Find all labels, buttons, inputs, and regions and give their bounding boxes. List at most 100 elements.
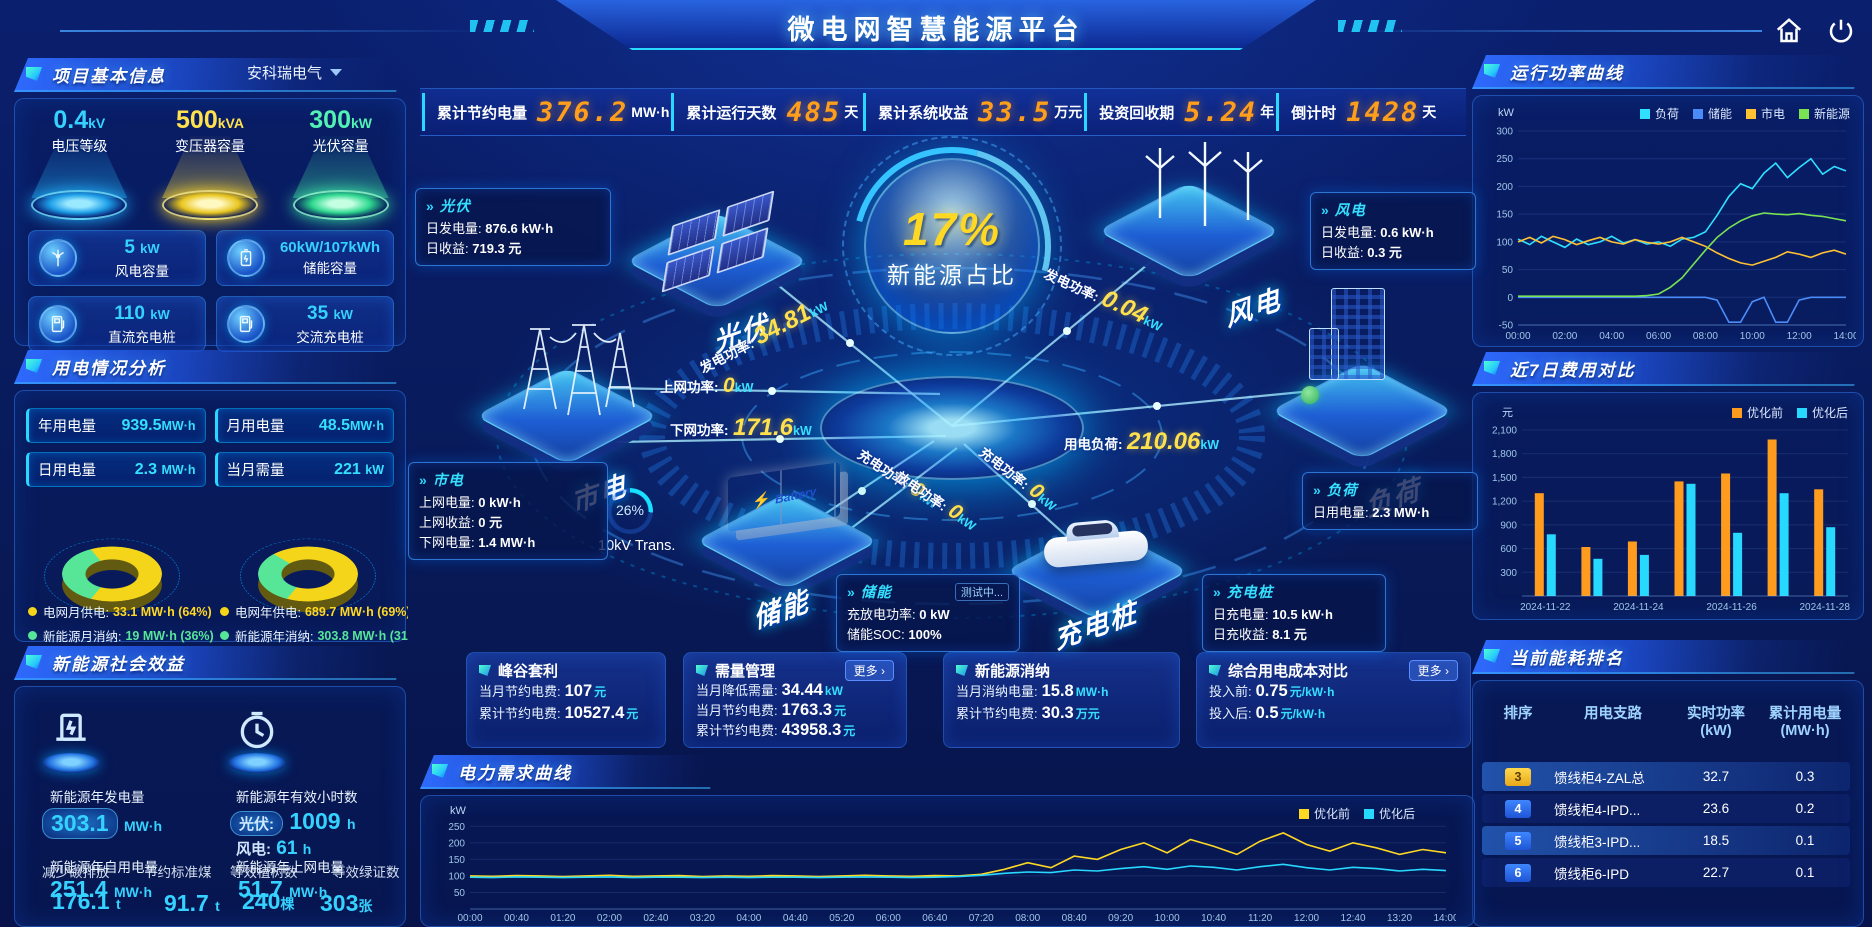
svg-text:06:00: 06:00 — [1646, 331, 1671, 341]
transformer-load-pct: 26% — [615, 502, 645, 518]
svg-text:100: 100 — [1496, 237, 1513, 248]
svg-text:0: 0 — [1507, 293, 1513, 304]
svg-text:06:40: 06:40 — [922, 913, 947, 923]
benefit-panel-title: 新能源社会效益 — [52, 654, 185, 674]
gen-value: 303.1 MW·h — [42, 808, 162, 839]
ranking-table-header: 排序 用电支路 实时功率 (kW) 累计用电量 (MW·h) — [1503, 706, 1842, 739]
svg-text:300: 300 — [1496, 127, 1513, 138]
svg-text:10:40: 10:40 — [1201, 913, 1226, 923]
kpi-countdown: 倒计时 1428 天 — [1276, 93, 1466, 131]
certs-value: 303张 — [320, 890, 373, 916]
usage-analysis-panel: 用电情况分析 年用电量 939.5MW·h 月用电量 48.5MW·h 日用电量 2.… — [14, 350, 408, 644]
svg-text:900: 900 — [1500, 520, 1517, 531]
svg-text:01:20: 01:20 — [550, 913, 575, 923]
power-curve-title: 运行功率曲线 — [1510, 63, 1624, 83]
cost-more-button[interactable]: 更多 › — [1408, 660, 1458, 681]
load-flow: 用电负荷: 210.06kW — [1064, 428, 1220, 455]
gauge-ring-icon — [607, 488, 653, 534]
svg-text:00:40: 00:40 — [504, 913, 529, 923]
certs-label: 等效绿证数 — [332, 865, 400, 880]
demand-more-button[interactable]: 更多 › — [844, 660, 894, 681]
legend-dot-icon — [28, 607, 37, 616]
center-platform — [820, 376, 1084, 480]
table-row[interactable]: 5 馈线柜3-IPD... 18.5 0.1 — [1482, 826, 1850, 855]
home-icon[interactable] — [1774, 16, 1804, 46]
building-icon — [1331, 288, 1385, 380]
top-header: 微电网智慧能源平台 — [0, 0, 1872, 54]
renewable-share-value: 17% — [902, 203, 1002, 255]
table-row[interactable]: 4 馈线柜4-IPD... 23.6 0.2 — [1482, 794, 1850, 823]
table-row[interactable]: 6 馈线柜6-IPD 22.7 0.1 — [1482, 858, 1850, 887]
month-supply-donut — [37, 498, 187, 614]
renewable-share-sphere: 17% 新能源占比 — [842, 136, 1062, 356]
cost-compare-card: 综合用电成本对比 更多 › 投入前: 0.75 元/kW·h 投入后: 0.5 元/kW·… — [1196, 652, 1471, 748]
legend-swatch — [1363, 808, 1374, 819]
svg-text:1,200: 1,200 — [1492, 497, 1517, 508]
svg-text:250: 250 — [1496, 154, 1513, 165]
power-icon[interactable] — [1826, 16, 1856, 46]
self-use-value: 251.4 MW·h — [50, 876, 153, 902]
chevron-down-icon — [330, 69, 342, 76]
svg-text:250: 250 — [448, 822, 465, 833]
demand-curve-ylabel: kW — [450, 805, 466, 817]
cost-compare-panel: 近7日费用对比 元 优化前 优化后 300 600 900 1,200 1,500 1,8… — [1472, 352, 1864, 620]
self-use-label: 新能源年自用电量 — [50, 860, 158, 875]
demand-curve-legend: 优化前 优化后 — [1298, 805, 1415, 822]
company-dropdown[interactable]: 安科瑞电气 — [247, 62, 342, 83]
app-title: 微电网智慧能源平台 — [787, 15, 1085, 45]
svg-text:11:20: 11:20 — [1248, 913, 1273, 923]
svg-text:10:00: 10:00 — [1155, 913, 1180, 923]
svg-text:04:00: 04:00 — [736, 913, 761, 923]
legend-swatch — [1745, 108, 1756, 119]
wind-node — [1097, 142, 1281, 296]
rank-badge: 6 — [1505, 863, 1531, 882]
tree-icon — [1301, 386, 1319, 404]
arrow-icon: » — [1313, 481, 1321, 498]
pv-info-box: » 光伏 日发电量: 876.6 kW·h 日收益: 719.3 元 — [415, 188, 611, 266]
hours-label: 新能源年有效小时数 — [236, 790, 358, 805]
power-curve-panel: 运行功率曲线 kW 负荷 储能 市电 新能源 -50 0 50 100 150 200 25… — [1472, 55, 1864, 347]
cone-base — [161, 190, 258, 220]
carbon-label: 减少碳排放 — [42, 865, 110, 880]
card-flag-icon — [479, 665, 491, 676]
svg-text:08:00: 08:00 — [1015, 913, 1040, 923]
panel-flag-icon — [1484, 361, 1500, 375]
renewable-share-label: 新能源占比 — [887, 262, 1017, 288]
month-demand-box: 当月需量 221 kW — [214, 452, 394, 487]
svg-text:300: 300 — [1500, 568, 1517, 579]
legend-swatch — [1298, 808, 1309, 819]
svg-text:2024-11-26: 2024-11-26 — [1706, 602, 1757, 612]
power-curve-chart: -50 0 50 100 150 200 250 300 00:00 02:00 04:00 06:0… — [1496, 127, 1856, 342]
svg-text:2024-11-24: 2024-11-24 — [1613, 602, 1664, 612]
svg-text:08:40: 08:40 — [1062, 913, 1087, 923]
legend-swatch — [1731, 407, 1742, 418]
svg-text:200: 200 — [1496, 182, 1513, 193]
coal-label: 节约标准煤 — [144, 865, 212, 880]
arrow-icon: » — [419, 471, 427, 488]
cone-base — [31, 190, 128, 220]
panel-flag-icon — [1484, 649, 1500, 663]
svg-text:2024-11-22: 2024-11-22 — [1520, 602, 1571, 612]
table-row[interactable]: 3 馈线柜4-ZAL总 32.7 0.3 — [1482, 762, 1850, 791]
arrow-icon: » — [847, 583, 855, 600]
svg-text:06:00: 06:00 — [876, 913, 901, 923]
svg-text:150: 150 — [448, 855, 465, 866]
rank-badge: 5 — [1505, 831, 1531, 850]
cost-compare-legend: 优化前 优化后 — [1731, 404, 1848, 421]
rank-badge: 3 — [1505, 767, 1531, 786]
energy-ranking-panel: 当前能耗排名 排序 用电支路 实时功率 (kW) 累计用电量 (MW·h) 3 馈线… — [1472, 640, 1864, 927]
solar-panels-icon — [661, 190, 775, 293]
hours-clock-icon — [222, 708, 292, 773]
svg-text:12:00: 12:00 — [1787, 331, 1812, 341]
svg-text:04:40: 04:40 — [783, 913, 808, 923]
demand-curve-panel: 电力需求曲线 kW 优化前 优化后 50 100 150 200 250 00:00 00:… — [420, 755, 1475, 927]
svg-text:07:20: 07:20 — [969, 913, 994, 923]
project-panel-title: 项目基本信息 — [52, 66, 166, 86]
coal-value: 91.7 t — [164, 890, 220, 916]
wind-hours-value: 风电: 61 h — [236, 838, 312, 859]
grid-node — [475, 324, 659, 481]
svg-text:2024-11-28: 2024-11-28 — [1800, 602, 1851, 612]
ranking-title: 当前能耗排名 — [1510, 648, 1624, 668]
charging-pile-icon — [227, 305, 265, 343]
